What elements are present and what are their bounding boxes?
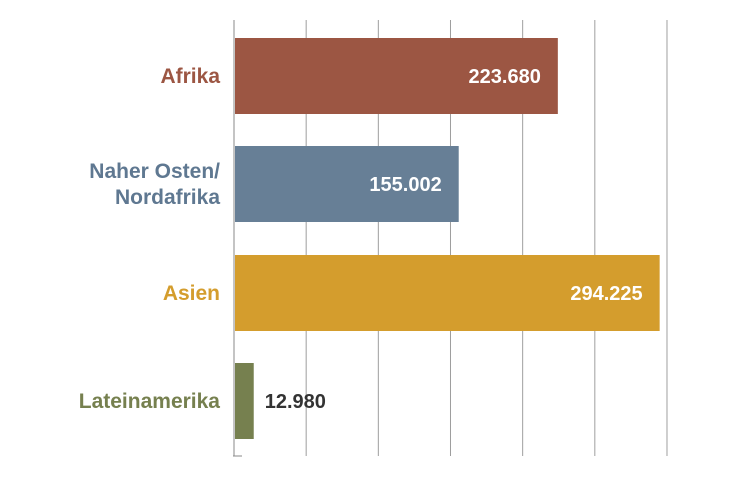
bar-asien <box>235 255 660 331</box>
category-label: Naher Osten/Nordafrika <box>89 160 220 209</box>
labels: Afrika 223.680 Naher Osten/Nordafrika 155.0… <box>79 65 643 413</box>
category-label: Lateinamerika <box>79 390 221 413</box>
value-label: 294.225 <box>570 283 642 305</box>
category-label: Asien <box>163 282 220 305</box>
bar-lateinamerika <box>235 363 254 439</box>
bars <box>235 38 660 439</box>
value-label: 155.002 <box>369 174 441 196</box>
value-label: 223.680 <box>469 66 541 88</box>
bar-afrika <box>235 38 558 114</box>
bar-naher-osten-nordafrika <box>235 146 459 222</box>
category-label: Afrika <box>160 65 220 88</box>
value-label: 12.980 <box>265 391 326 413</box>
